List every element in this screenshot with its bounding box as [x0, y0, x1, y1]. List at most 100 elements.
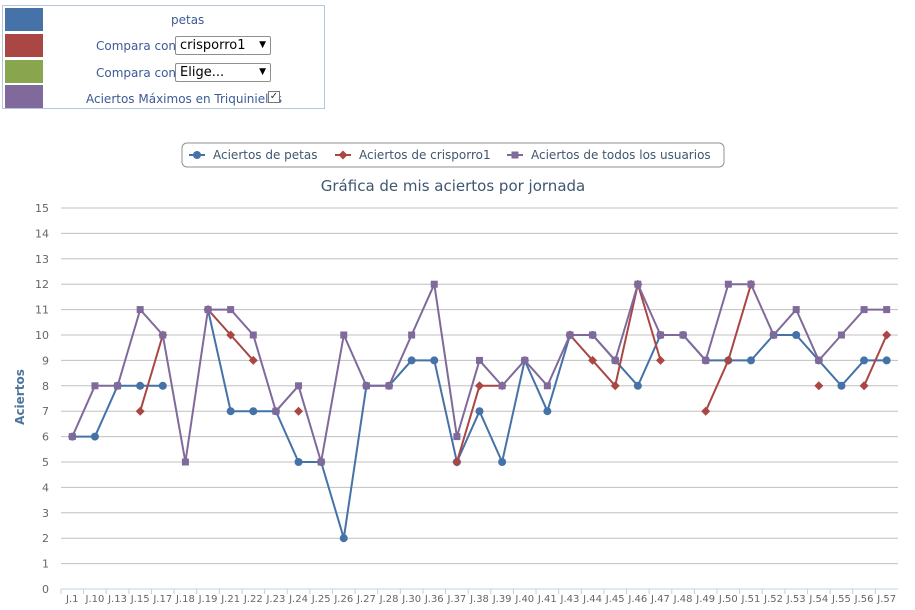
y-tick-label: 12 [35, 278, 49, 291]
x-axis-ticks: J.1 J.10 J.13 J.15 J.17 J.18 J.19 J.21 J.22 J.23 J… [60, 588, 898, 605]
chevron-down-icon: ▼ [259, 67, 266, 77]
point-marker [792, 306, 800, 314]
point-marker [475, 381, 484, 391]
point-marker [814, 381, 824, 391]
x-tick-label: J.54 [808, 594, 828, 605]
x-tick-label: J.47 [650, 594, 670, 605]
x-tick-label: J.55 [831, 594, 851, 605]
legend-label: Aciertos de petas [213, 148, 317, 162]
point-marker [543, 407, 552, 416]
point-marker [860, 306, 868, 314]
point-marker [339, 534, 348, 543]
x-tick-label: J.23 [265, 594, 285, 605]
point-marker [883, 306, 891, 314]
x-tick-label: J.44 [582, 594, 602, 605]
y-tick-label: 6 [42, 431, 49, 444]
point-marker [543, 382, 551, 390]
x-tick-label: J.49 [695, 594, 715, 605]
x-tick-label: J.10 [85, 594, 105, 605]
x-tick-label: J.41 [537, 594, 557, 605]
compare-select-1[interactable]: crisporro1 ▼ [175, 36, 271, 55]
legend-label: Aciertos de todos los usuarios [531, 148, 711, 162]
color-swatch-compare-1 [5, 34, 43, 57]
series-group [68, 279, 892, 543]
x-tick-label: J.25 [311, 594, 331, 605]
series-line [72, 309, 887, 539]
point-marker [227, 306, 235, 314]
point-marker [475, 407, 484, 416]
point-marker [679, 331, 687, 339]
y-tick-label: 3 [42, 507, 49, 520]
point-marker [385, 382, 393, 390]
point-marker [338, 150, 348, 160]
point-marker [91, 382, 99, 390]
legend-label: Aciertos de crisporro1 [359, 148, 491, 162]
point-marker [340, 331, 348, 339]
x-tick-label: J.52 [763, 594, 783, 605]
point-marker [882, 356, 891, 365]
color-swatch-petas [5, 8, 43, 31]
y-tick-label: 0 [42, 583, 49, 596]
point-marker [452, 457, 462, 467]
point-marker [656, 331, 664, 339]
compare-select-2-value: Elige... [180, 65, 225, 80]
point-marker [135, 406, 145, 416]
point-marker [430, 280, 438, 288]
x-tick-label: J.18 [175, 594, 195, 605]
x-tick-label: J.39 [492, 594, 512, 605]
point-marker [226, 407, 235, 416]
point-marker [181, 458, 189, 466]
max-hits-checkbox[interactable]: ✓ [268, 91, 280, 103]
x-tick-label: J.22 [243, 594, 263, 605]
compare-label-2: Compara con [96, 66, 177, 80]
point-marker [724, 280, 732, 288]
x-tick-label: J.30 [401, 594, 421, 605]
x-tick-label: J.57 [876, 594, 896, 605]
chart-title: Gráfica de mis aciertos por jornada [321, 177, 585, 195]
point-marker [815, 356, 823, 364]
point-marker [701, 406, 711, 416]
x-tick-label: J.50 [718, 594, 738, 605]
series-3 [68, 280, 891, 466]
x-tick-label: J.43 [560, 594, 580, 605]
x-tick-label: J.13 [107, 594, 127, 605]
x-tick-label: J.45 [605, 594, 625, 605]
x-tick-label: J.51 [741, 594, 761, 605]
y-gridlines [61, 207, 898, 590]
point-marker [723, 355, 733, 365]
point-marker [521, 356, 529, 364]
x-tick-label: J.40 [514, 594, 534, 605]
compare-label-1: Compara con [96, 39, 177, 53]
y-tick-label: 15 [35, 202, 49, 215]
y-tick-label: 4 [42, 481, 49, 494]
point-marker [837, 381, 846, 390]
compare-select-2[interactable]: Elige... ▼ [175, 63, 271, 82]
point-marker [408, 331, 416, 339]
point-marker [159, 331, 167, 339]
point-marker [511, 151, 519, 159]
series-line [71, 280, 887, 463]
point-marker [430, 356, 439, 365]
point-marker [566, 331, 574, 339]
point-marker [589, 331, 597, 339]
y-axis-title: Aciertos [13, 369, 27, 425]
y-tick-label: 1 [42, 558, 49, 571]
point-marker [136, 306, 144, 314]
x-tick-label: J.53 [786, 594, 806, 605]
point-marker [226, 330, 236, 340]
point-marker [770, 331, 778, 339]
x-tick-label: J.38 [469, 594, 489, 605]
point-marker [882, 330, 892, 340]
y-tick-label: 2 [42, 532, 49, 545]
x-tick-label: J.17 [152, 594, 172, 605]
y-tick-label: 14 [35, 227, 49, 240]
point-marker [193, 151, 201, 159]
y-tick-label: 5 [42, 456, 49, 469]
chevron-down-icon: ▼ [259, 40, 266, 50]
x-tick-label: J.27 [356, 594, 376, 605]
checkmark-icon: ✓ [269, 91, 279, 102]
x-tick-label: J.37 [446, 594, 466, 605]
max-hits-label: Aciertos Máximos en Triquinielas [86, 92, 283, 106]
point-marker [294, 406, 304, 416]
